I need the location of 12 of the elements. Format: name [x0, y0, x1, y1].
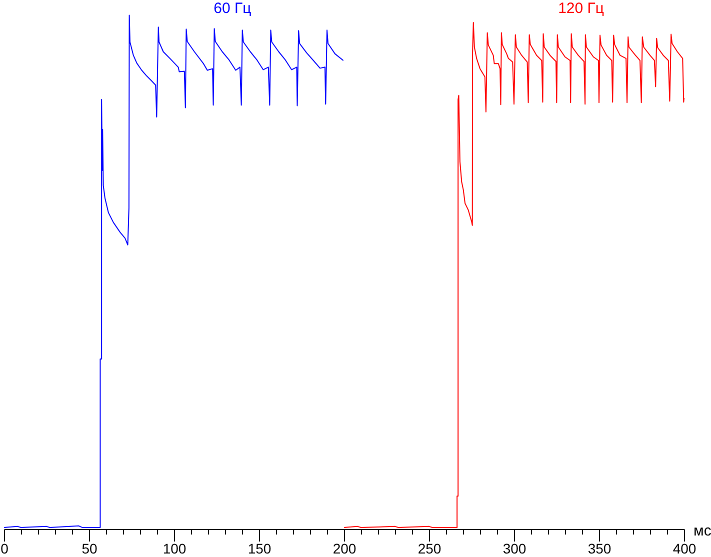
- x-axis-title: мс: [694, 522, 711, 540]
- x-tick-label: 150: [248, 540, 272, 556]
- x-tick-label: 400: [672, 540, 696, 556]
- series-label: 60 Гц: [214, 0, 252, 17]
- x-tick-label: 350: [588, 540, 612, 556]
- x-tick-label: 250: [418, 540, 442, 556]
- series-label: 120 Гц: [558, 0, 604, 17]
- x-tick-label: 200: [332, 540, 356, 556]
- x-tick-label: 100: [162, 540, 186, 556]
- x-tick-label: 0: [0, 540, 9, 556]
- x-tick-label: 50: [82, 540, 98, 556]
- x-tick-label: 300: [502, 540, 526, 556]
